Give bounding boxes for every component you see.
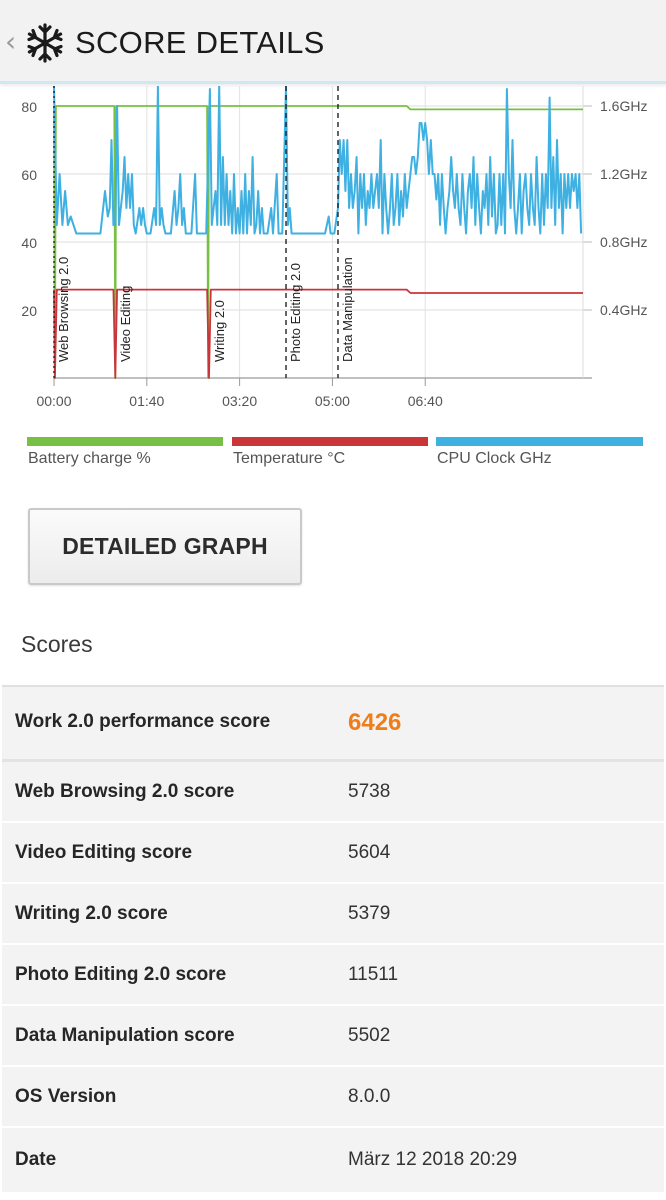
section-label: Video Editing — [118, 286, 133, 362]
y-left-tick-label: 20 — [21, 303, 37, 319]
page-title: SCORE DETAILS — [75, 25, 325, 60]
app-header: ‹ SCORE DETAILS — [0, 0, 666, 84]
legend-battery: Battery charge % — [27, 437, 223, 477]
table-row: Data Manipulation score 5502 — [2, 1006, 664, 1067]
detailed-graph-button[interactable]: DETAILED GRAPH — [28, 508, 302, 585]
score-table: Work 2.0 performance score 6426 Web Brow… — [2, 685, 664, 1194]
table-row: Writing 2.0 score 5379 — [2, 884, 664, 945]
score-value: 5379 — [348, 902, 391, 924]
series-line-temperature — [53, 288, 583, 379]
chevron-left-icon[interactable]: ‹ — [5, 25, 17, 58]
score-value: März 12 2018 20:29 — [348, 1149, 518, 1170]
y-right-tick-label: 0.4GHz — [600, 302, 647, 318]
y-right-tick-label: 1.2GHz — [600, 166, 647, 182]
chart-canvas: 80 60 40 20 1.6GHz 1.2GHz 0.8GHz 0.4GHz 00:00 01:… — [21, 86, 647, 409]
score-name: Photo Editing 2.0 score — [15, 963, 227, 985]
score-value: 11511 — [348, 963, 399, 985]
legend-temperature: Temperature °C — [232, 437, 428, 477]
y-left-tick-label: 60 — [21, 167, 37, 183]
section-label: Web Browsing 2.0 — [56, 257, 71, 362]
x-tick-label: 03:20 — [222, 393, 257, 409]
score-value: 6426 — [348, 709, 402, 736]
legend-cpu-swatch — [436, 437, 643, 446]
y-right-tick-label: 1.6GHz — [600, 98, 647, 114]
table-row: Date März 12 2018 20:29 — [2, 1128, 664, 1194]
x-tick-label: 05:00 — [315, 393, 350, 409]
table-row: Web Browsing 2.0 score 5738 — [2, 762, 664, 823]
section-label: Photo Editing 2.0 — [288, 263, 303, 362]
legend-temperature-label: Temperature °C — [233, 450, 346, 467]
legend-cpu-label: CPU Clock GHz — [437, 450, 552, 467]
score-value: 8.0.0 — [348, 1085, 391, 1107]
section-label: Data Manipulation — [340, 257, 355, 362]
score-value: 5604 — [348, 841, 391, 863]
series-line-cpu — [53, 86, 583, 235]
legend-temperature-swatch — [232, 437, 428, 446]
score-chart: 80 60 40 20 1.6GHz 1.2GHz 0.8GHz 0.4GHz 00:00 01:… — [0, 86, 666, 416]
x-tick-label: 01:40 — [129, 393, 164, 409]
x-tick-label: 00:00 — [36, 393, 71, 409]
score-name: Writing 2.0 score — [15, 902, 168, 924]
legend-battery-label: Battery charge % — [28, 450, 151, 467]
score-name: Data Manipulation score — [15, 1024, 235, 1046]
y-left-tick-label: 80 — [21, 99, 37, 115]
scores-heading: Scores — [21, 631, 93, 657]
score-name: Work 2.0 performance score — [15, 711, 271, 732]
score-value: 5738 — [348, 780, 391, 802]
score-name: Date — [15, 1149, 57, 1170]
y-left-tick-label: 40 — [21, 235, 37, 251]
score-name: Web Browsing 2.0 score — [15, 780, 235, 802]
table-row: Video Editing score 5604 — [2, 823, 664, 884]
section-label: Writing 2.0 — [212, 300, 227, 362]
table-row: Photo Editing 2.0 score 11511 — [2, 945, 664, 1006]
x-tick-label: 06:40 — [408, 393, 443, 409]
table-row: OS Version 8.0.0 — [2, 1067, 664, 1128]
score-name: Video Editing score — [15, 841, 193, 863]
legend-battery-swatch — [27, 437, 223, 446]
score-value: 5502 — [348, 1024, 391, 1046]
legend-cpu: CPU Clock GHz — [436, 437, 643, 477]
y-right-tick-label: 0.8GHz — [600, 234, 647, 250]
snowflake-icon — [27, 23, 63, 63]
score-name: OS Version — [15, 1085, 117, 1107]
table-row: Work 2.0 performance score 6426 — [2, 687, 664, 762]
